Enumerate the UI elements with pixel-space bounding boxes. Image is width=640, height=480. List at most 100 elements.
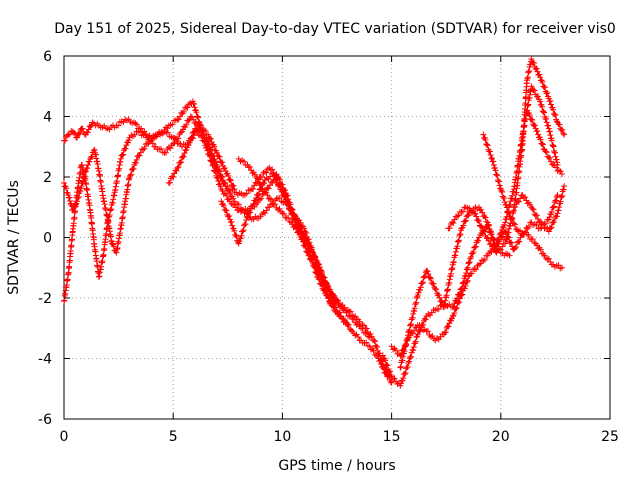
data-point	[74, 195, 81, 202]
data-point	[472, 243, 479, 250]
data-point	[180, 153, 187, 160]
y-tick-label: -2	[38, 291, 52, 307]
data-point	[551, 199, 558, 206]
data-point	[473, 266, 480, 273]
data-point	[547, 225, 554, 232]
data-point	[366, 334, 373, 341]
data-point	[191, 104, 198, 111]
data-point	[78, 183, 85, 190]
data-point	[231, 201, 238, 208]
data-point	[218, 173, 225, 180]
data-point	[193, 109, 200, 116]
data-point	[559, 126, 566, 133]
data-point	[553, 164, 560, 171]
data-point	[545, 95, 552, 102]
data-point	[406, 355, 413, 362]
data-point	[547, 132, 554, 139]
data-point	[485, 221, 492, 228]
data-point	[85, 161, 92, 168]
data-point	[406, 358, 413, 365]
data-point	[212, 168, 219, 175]
data-point	[529, 205, 536, 212]
data-point	[498, 230, 505, 237]
data-point	[166, 179, 173, 186]
data-point	[561, 183, 568, 190]
data-point	[505, 210, 512, 217]
data-point	[503, 236, 510, 243]
data-point	[291, 211, 298, 218]
data-point	[213, 149, 220, 156]
data-point	[178, 158, 185, 165]
data-point	[308, 247, 315, 254]
data-point	[336, 309, 343, 316]
data-point	[86, 158, 93, 165]
data-point	[503, 204, 510, 211]
data-point	[80, 178, 87, 185]
data-point	[243, 214, 250, 221]
data-point	[66, 194, 73, 201]
data-point	[133, 156, 140, 163]
data-point	[256, 196, 263, 203]
data-point	[82, 169, 89, 176]
data-point	[459, 291, 466, 298]
data-point	[132, 120, 139, 127]
data-point	[512, 203, 519, 210]
data-point	[140, 146, 147, 153]
data-point	[66, 131, 73, 138]
data-point	[495, 236, 502, 243]
data-point	[502, 237, 509, 244]
data-point	[307, 246, 314, 253]
data-points-layer	[61, 56, 568, 389]
data-point	[173, 167, 180, 174]
data-point	[145, 140, 152, 147]
data-point	[75, 194, 82, 201]
data-point	[177, 159, 184, 166]
data-point	[461, 285, 468, 292]
data-point	[543, 115, 550, 122]
data-point	[216, 153, 223, 160]
data-point	[471, 244, 478, 251]
data-point	[541, 109, 548, 116]
data-point	[131, 131, 138, 138]
data-point	[501, 195, 508, 202]
data-point	[80, 174, 87, 181]
data-point	[343, 309, 350, 316]
data-point	[205, 131, 212, 138]
data-point	[485, 237, 492, 244]
data-point	[190, 116, 197, 123]
data-point	[513, 243, 520, 250]
data-point	[226, 216, 233, 223]
data-point	[505, 225, 512, 232]
data-point	[324, 292, 331, 299]
series-prn-c	[61, 122, 238, 256]
data-point	[452, 252, 459, 259]
data-point	[501, 199, 508, 206]
data-point	[64, 132, 71, 139]
data-point	[397, 352, 404, 359]
data-point	[455, 212, 462, 219]
data-point	[404, 336, 411, 343]
data-point	[221, 179, 228, 186]
data-point	[133, 121, 140, 128]
data-point	[533, 222, 540, 229]
data-point	[199, 127, 206, 134]
data-point	[348, 327, 355, 334]
data-point	[288, 207, 295, 214]
data-point	[261, 189, 268, 196]
data-point	[84, 165, 91, 172]
data-point	[451, 216, 458, 223]
data-point	[558, 193, 565, 200]
data-point	[540, 221, 547, 228]
data-point	[492, 167, 499, 174]
data-point	[465, 212, 472, 219]
data-point	[544, 256, 551, 263]
data-point	[238, 232, 245, 239]
data-point	[484, 252, 491, 259]
data-point	[222, 207, 229, 214]
data-point	[254, 192, 261, 199]
data-point	[231, 186, 238, 193]
data-point	[177, 113, 184, 120]
data-point	[506, 252, 513, 259]
data-point	[176, 140, 183, 147]
